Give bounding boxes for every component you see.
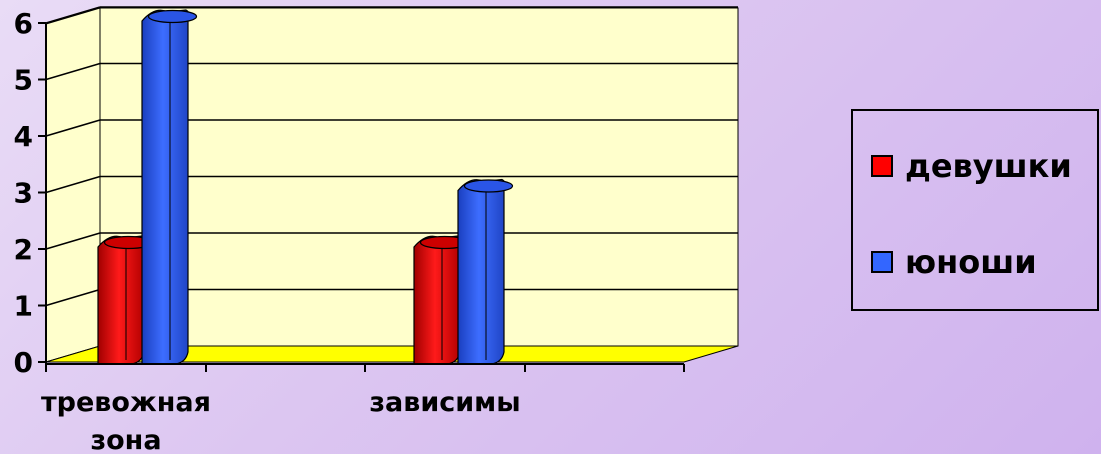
gridlines	[38, 6, 738, 372]
bars	[97, 9, 514, 365]
bar	[457, 178, 514, 365]
x-category-label: тревожная	[41, 387, 211, 418]
gridline-diagonal	[45, 175, 101, 194]
bar-body	[97, 235, 146, 365]
legend-item-yunoshi: юноши	[871, 243, 1037, 281]
legend-swatch-yunoshi	[871, 251, 893, 273]
legend: девушки юноши	[851, 109, 1099, 311]
bar-body	[413, 235, 462, 365]
gridline-diagonal	[45, 6, 101, 24]
y-tick-label: 0	[14, 346, 33, 379]
x-category-label: зона	[90, 425, 161, 454]
x-category-label: зависимы	[369, 387, 520, 418]
legend-item-devushki: девушки	[871, 147, 1072, 185]
y-tick-label: 2	[14, 233, 33, 266]
axes	[45, 24, 684, 365]
bar	[141, 9, 198, 365]
bar-top	[147, 9, 198, 24]
y-tick-label: 1	[14, 290, 33, 323]
y-tick-label: 6	[14, 7, 33, 40]
bar-top	[463, 179, 514, 193]
tick-labels: 0 1 2 3 4 5 6 тревожная зона зависимы	[14, 7, 521, 454]
legend-label-yunoshi: юноши	[905, 243, 1037, 281]
gridline-diagonal	[45, 62, 101, 81]
legend-label-devushki: девушки	[905, 147, 1072, 185]
y-tick-label: 3	[14, 177, 33, 210]
y-tick-label: 4	[14, 120, 33, 153]
gridline-diagonal	[45, 119, 101, 137]
y-tick-label: 5	[14, 64, 33, 97]
gridline-diagonal	[45, 232, 101, 250]
bar	[97, 235, 154, 365]
bar-body	[457, 178, 506, 365]
bar-body	[141, 9, 190, 365]
legend-swatch-devushki	[871, 155, 893, 177]
gridline-diagonal	[45, 288, 101, 307]
